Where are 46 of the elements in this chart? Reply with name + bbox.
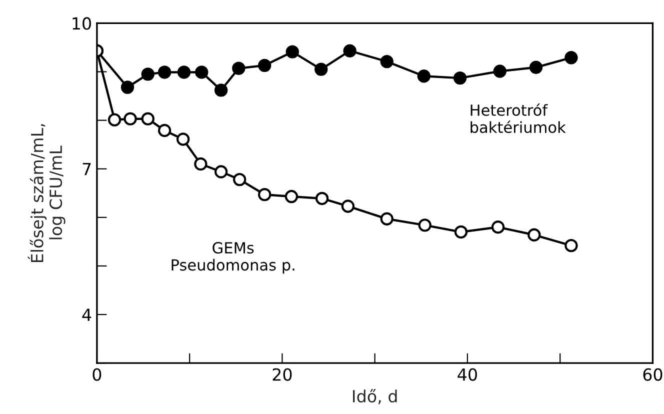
point — [214, 84, 228, 97]
x-tick-label: 20 — [272, 368, 292, 381]
point — [120, 80, 134, 94]
series-label: Heterotróf baktériumok — [470, 103, 566, 134]
point — [176, 132, 190, 146]
point — [158, 124, 172, 138]
x-axis-title: Idő, d — [353, 388, 397, 404]
point — [380, 54, 394, 68]
point — [195, 66, 208, 79]
point — [141, 112, 154, 126]
x-tick-label: 0 — [92, 368, 102, 381]
y-axis-title: Élősejt szám/mL, log CFU/mL — [28, 124, 66, 262]
point — [454, 225, 468, 239]
point — [564, 51, 578, 64]
point — [491, 220, 505, 234]
y-tick-label: 10 — [72, 17, 91, 30]
point — [453, 71, 467, 85]
point — [418, 218, 432, 232]
point — [258, 188, 272, 202]
x-tick-label: 60 — [643, 368, 662, 381]
point — [108, 113, 122, 126]
point — [286, 45, 299, 58]
point — [232, 62, 246, 75]
point — [214, 165, 228, 178]
point — [232, 172, 246, 186]
point — [194, 157, 208, 171]
point — [493, 64, 506, 78]
point — [380, 212, 394, 226]
point — [343, 44, 356, 58]
point — [341, 200, 355, 213]
point — [314, 62, 328, 76]
point — [529, 60, 543, 74]
point — [564, 238, 578, 252]
point — [284, 190, 298, 204]
point — [177, 66, 191, 79]
point — [528, 228, 541, 242]
x-tick-label: 40 — [458, 368, 477, 381]
point — [124, 112, 137, 126]
text: GEMs Pseudomonas p. — [172, 242, 294, 274]
point — [141, 68, 154, 81]
point — [158, 66, 172, 79]
point — [315, 192, 329, 206]
y-tick-label: 4 — [82, 308, 92, 321]
point — [258, 58, 272, 72]
y-tick-label: 7 — [82, 163, 91, 176]
point — [417, 70, 431, 83]
